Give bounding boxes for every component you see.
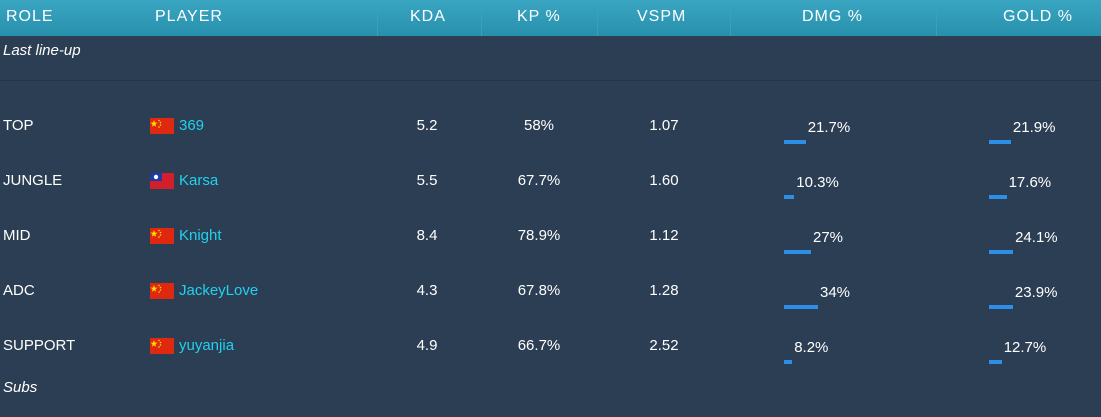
table-row: TOP 369 5.2 58% 1.07 21.7% 21.9% — [0, 108, 1101, 162]
gold-value: 24.1% — [1015, 229, 1058, 246]
kda-cell: 5.5 — [416, 172, 438, 189]
gold-bar — [989, 195, 1007, 199]
kda-cell: 5.2 — [416, 117, 438, 134]
column-header-dmg[interactable]: DMG % — [802, 8, 863, 25]
column-divider — [377, 0, 378, 36]
gold-value: 21.9% — [1012, 119, 1056, 136]
role-cell: SUPPORT — [3, 337, 76, 354]
role-cell: JUNGLE — [3, 172, 63, 189]
gold-value: 23.9% — [1014, 284, 1058, 301]
taiwan-flag-icon — [150, 172, 174, 189]
player-cell: Knight — [150, 227, 222, 244]
dmg-bar — [784, 360, 793, 364]
kda-cell: 4.3 — [416, 282, 438, 299]
china-flag-icon — [150, 282, 174, 299]
player-link[interactable]: Karsa — [179, 172, 219, 189]
column-header-player[interactable]: PLAYER — [155, 8, 223, 25]
table-row: JUNGLE Karsa 5.5 67.7% 1.60 10.3% 17.6% — [0, 163, 1101, 217]
column-header-vspm[interactable]: VSPM — [637, 8, 687, 25]
column-divider — [597, 0, 598, 36]
gold-bar — [989, 360, 1002, 364]
china-flag-icon — [150, 227, 174, 244]
role-cell: MID — [3, 227, 31, 244]
gold-bar — [989, 250, 1014, 254]
player-cell: JackeyLove — [150, 282, 258, 299]
kp-cell: 67.8% — [517, 282, 561, 299]
column-divider — [730, 0, 731, 36]
dmg-value: 8.2% — [794, 339, 829, 356]
gold-value: 12.7% — [1003, 339, 1047, 356]
dmg-value: 34% — [820, 284, 851, 301]
dmg-bar — [784, 195, 795, 199]
role-cell: TOP — [3, 117, 34, 134]
gold-bar — [989, 140, 1011, 144]
section-label-subs: Subs — [3, 379, 38, 396]
vspm-cell: 1.60 — [649, 172, 679, 189]
player-cell: 369 — [150, 117, 204, 134]
column-header-kp[interactable]: KP % — [517, 8, 561, 25]
gold-bar — [989, 305, 1013, 309]
column-header-role[interactable]: ROLE — [6, 8, 54, 25]
column-header-kda[interactable]: KDA — [410, 8, 446, 25]
dmg-bar — [784, 250, 811, 254]
kda-cell: 8.4 — [416, 227, 438, 244]
player-cell: yuyanjia — [150, 337, 234, 354]
china-flag-icon — [150, 337, 174, 354]
kp-cell: 58% — [523, 117, 555, 134]
table-header: ROLE PLAYER KDA KP % VSPM DMG % GOLD % — [0, 0, 1101, 36]
column-divider — [936, 0, 937, 36]
column-header-gold[interactable]: GOLD % — [1003, 8, 1074, 25]
dmg-value: 21.7% — [807, 119, 851, 136]
section-divider — [0, 80, 1101, 81]
section-label-last-lineup: Last line-up — [3, 42, 81, 59]
dmg-value: 10.3% — [796, 174, 839, 191]
dmg-bar — [784, 140, 806, 144]
gold-value: 17.6% — [1008, 174, 1052, 191]
vspm-cell: 1.28 — [649, 282, 679, 299]
role-cell: ADC — [3, 282, 35, 299]
player-link[interactable]: JackeyLove — [179, 282, 259, 299]
kda-cell: 4.9 — [416, 337, 438, 354]
vspm-cell: 1.12 — [649, 227, 679, 244]
kp-cell: 67.7% — [517, 172, 561, 189]
player-link[interactable]: 369 — [179, 117, 205, 134]
table-row: ADC JackeyLove 4.3 67.8% 1.28 34% 23.9% — [0, 273, 1101, 327]
player-link[interactable]: Knight — [179, 227, 222, 244]
dmg-bar — [784, 305, 818, 309]
player-cell: Karsa — [150, 172, 218, 189]
vspm-cell: 2.52 — [649, 337, 679, 354]
player-link[interactable]: yuyanjia — [179, 337, 235, 354]
column-divider — [481, 0, 482, 36]
table-row: SUPPORT yuyanjia 4.9 66.7% 2.52 8.2% 12.… — [0, 328, 1101, 382]
kp-cell: 66.7% — [517, 337, 561, 354]
china-flag-icon — [150, 117, 174, 134]
vspm-cell: 1.07 — [649, 117, 679, 134]
dmg-value: 27% — [813, 229, 844, 246]
kp-cell: 78.9% — [517, 227, 561, 244]
table-row: MID Knight 8.4 78.9% 1.12 27% 24.1% — [0, 218, 1101, 272]
